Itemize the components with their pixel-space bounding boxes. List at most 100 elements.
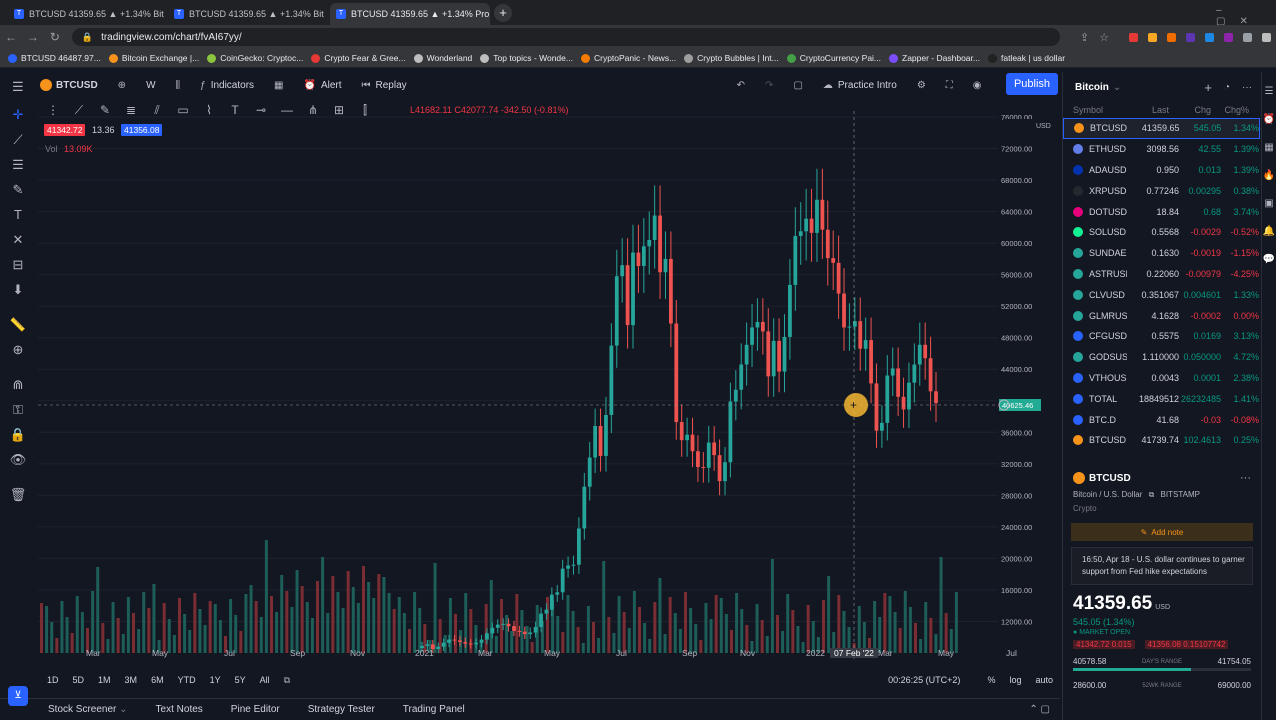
- timeframe-1m[interactable]: 1M: [98, 675, 111, 685]
- chevron-down-icon[interactable]: ⌄: [1112, 81, 1122, 93]
- external-link-icon[interactable]: ⧉: [1148, 490, 1155, 499]
- practice-layout-button[interactable]: ☁ Practice Intro: [822, 79, 897, 91]
- tab-text-notes[interactable]: Text Notes: [155, 704, 203, 715]
- symbol-search[interactable]: BTCUSD: [40, 79, 98, 91]
- watchlist-icon[interactable]: ☰: [1264, 86, 1274, 97]
- trash-icon[interactable]: 🗑: [9, 487, 27, 502]
- watchlist-title[interactable]: Bitcoin: [1075, 81, 1109, 93]
- fib-tool-icon[interactable]: ☰: [12, 157, 24, 172]
- close-tab-icon[interactable]: ✕: [489, 9, 490, 20]
- watchlist-row[interactable]: ASTRUSI 0.22060 -0.00979 -4.25%: [1063, 264, 1260, 285]
- more-options-icon[interactable]: ···: [1242, 81, 1252, 93]
- bookmark-star-icon[interactable]: ☆: [1099, 31, 1110, 44]
- bookmark[interactable]: Wonderland: [413, 53, 472, 63]
- price-axis[interactable]: 76000.00 72000.00 68000.00 64000.00 60000.00…: [999, 113, 1041, 626]
- undo-icon[interactable]: ↶: [736, 79, 746, 91]
- arrow-down-icon[interactable]: ⬇: [12, 282, 24, 297]
- auto-scale-toggle[interactable]: auto: [1035, 675, 1053, 685]
- watchlist-row[interactable]: TOTAL 18849512 26232485 1.41%: [1063, 388, 1260, 409]
- watchlist-row[interactable]: DOTUSD 18.84 0.68 3.74%: [1063, 201, 1260, 222]
- advanced-view-icon[interactable]: ◔: [1223, 81, 1230, 93]
- price-chart[interactable]: 76000.00 72000.00 68000.00 64000.00 60000.00…: [38, 100, 1058, 670]
- menu-icon[interactable]: ☰: [12, 79, 24, 94]
- layout-icon[interactable]: ▢: [793, 79, 803, 91]
- timeframe-1d[interactable]: 1D: [47, 675, 59, 685]
- horizontal-line-icon[interactable]: —: [281, 103, 293, 117]
- watchlist-row[interactable]: BTCUSD 41359.65 545.05 1.34%: [1063, 118, 1260, 139]
- window-controls[interactable]: –▢✕: [1216, 5, 1262, 27]
- lock-drawings-icon[interactable]: ⚿: [13, 402, 23, 417]
- watchlist-row[interactable]: ADAUSD 0.950 0.013 1.39%: [1063, 160, 1260, 181]
- browser-tab[interactable]: T BTCUSD 41359.65 ▲ +1.34% Bit ✕: [168, 3, 328, 25]
- parallel-channel-icon[interactable]: ⫽: [154, 102, 160, 117]
- watchlist-row[interactable]: GODSUS 1.110000 0.050000 4.72%: [1063, 347, 1260, 368]
- tab-stock-screener[interactable]: Stock Screener ⌄: [48, 704, 128, 715]
- close-tab-icon[interactable]: ✕: [324, 9, 329, 20]
- bookmark[interactable]: CryptoPanic - News...: [580, 53, 676, 63]
- bookmark[interactable]: Top topics - Wonde...: [480, 53, 573, 63]
- reload-icon[interactable]: ↻: [49, 30, 60, 44]
- clock-timezone[interactable]: 00:26:25 (UTC+2): [888, 675, 961, 685]
- watchlist-row[interactable]: BTCUSD 41739.74 102.4613 0.25%: [1063, 430, 1260, 451]
- magnet-icon[interactable]: ⋒: [12, 377, 24, 392]
- hotlists-icon[interactable]: 🔥: [1262, 170, 1276, 181]
- watchlist-row[interactable]: GLMRUS 4.1628 -0.0002 0.00%: [1063, 305, 1260, 326]
- drag-handle-icon[interactable]: ⋮: [47, 103, 59, 117]
- chart-type-icon[interactable]: ⫼: [175, 79, 181, 91]
- compare-add-icon[interactable]: ⊕: [117, 79, 127, 91]
- rectangle-icon[interactable]: ▭: [177, 103, 189, 117]
- bookmark[interactable]: Bitcoin Exchange |...: [108, 53, 199, 63]
- camera-icon[interactable]: ◉: [972, 79, 982, 91]
- browser-tab[interactable]: T BTCUSD 41359.65 ▲ +1.34% Bit ✕: [8, 3, 168, 25]
- extension-icon[interactable]: [1224, 32, 1234, 42]
- timeframe-all[interactable]: All: [259, 675, 270, 685]
- collapse-panel-icon[interactable]: ⌃ ▢: [1029, 704, 1050, 715]
- text-icon[interactable]: T: [231, 103, 239, 117]
- alert-button[interactable]: ⏰ Alert: [303, 79, 342, 91]
- close-tab-icon[interactable]: ✕: [164, 9, 169, 20]
- tradingview-logo-icon[interactable]: ⊻: [8, 686, 28, 706]
- zoom-in-icon[interactable]: ⊕: [12, 342, 24, 357]
- bookmark[interactable]: Crypto Bubbles | Int...: [684, 53, 779, 63]
- measure-icon[interactable]: ⫿: [363, 102, 367, 117]
- bookmark[interactable]: CoinGecko: Cryptoc...: [207, 53, 303, 63]
- interval-button[interactable]: W: [146, 79, 156, 91]
- timeframe-1y[interactable]: 1Y: [209, 675, 221, 685]
- share-icon[interactable]: ⇪: [1080, 31, 1090, 44]
- fullscreen-icon[interactable]: ⛶: [945, 79, 953, 91]
- ask-price-box[interactable]: 41356.08: [121, 124, 163, 136]
- col-chg[interactable]: Chg: [1194, 105, 1211, 115]
- timeframe-6m[interactable]: 6M: [151, 675, 164, 685]
- tab-strategy-tester[interactable]: Strategy Tester: [307, 704, 375, 715]
- publish-button[interactable]: Publish: [1006, 73, 1058, 95]
- watchlist-row[interactable]: CFGUSD 0.5575 0.0169 3.13%: [1063, 326, 1260, 347]
- watchlist-row[interactable]: BTC.D 41.68 -0.03 -0.08%: [1063, 409, 1260, 430]
- calendar-icon[interactable]: ▣: [1264, 198, 1274, 209]
- pitchfork-icon[interactable]: ⋔: [307, 103, 319, 117]
- timeframe-ytd[interactable]: YTD: [177, 675, 196, 685]
- brush-tool-icon[interactable]: ✎: [12, 182, 24, 197]
- notifications-icon[interactable]: 🔔: [1262, 226, 1276, 237]
- bookmark[interactable]: fatleak | us dollar: [987, 53, 1065, 63]
- new-tab-button[interactable]: +: [494, 4, 512, 22]
- watchlist-row[interactable]: XRPUSD 0.77246 0.00295 0.38%: [1063, 180, 1260, 201]
- tab-trading-panel[interactable]: Trading Panel: [402, 704, 465, 715]
- crosshair-icon[interactable]: ✛: [12, 107, 24, 122]
- tab-pine-editor[interactable]: Pine Editor: [230, 704, 280, 715]
- extension-icon[interactable]: [1129, 32, 1139, 42]
- watchlist-row[interactable]: SOLUSD 0.5568 -0.0029 -0.52%: [1063, 222, 1260, 243]
- add-plus-circle-icon[interactable]: [998, 399, 1010, 411]
- log-scale-toggle[interactable]: log: [1009, 675, 1022, 685]
- redo-icon[interactable]: ↷: [765, 79, 774, 91]
- extensions-puzzle-icon[interactable]: [1243, 32, 1253, 42]
- text-tool-icon[interactable]: T: [14, 207, 22, 222]
- news-headline[interactable]: 16:50, Apr 18 - U.S. dollar continues to…: [1071, 547, 1253, 585]
- data-window-icon[interactable]: ▦: [1264, 142, 1274, 153]
- more-options-icon[interactable]: ···: [1240, 472, 1251, 484]
- alerts-icon[interactable]: ⏰: [1262, 114, 1276, 125]
- forward-icon[interactable]: →: [26, 30, 39, 44]
- extension-icon[interactable]: [1205, 32, 1215, 42]
- col-last[interactable]: Last: [1151, 105, 1169, 115]
- percent-scale-toggle[interactable]: %: [987, 675, 996, 685]
- trend-line-icon[interactable]: ⟋: [74, 102, 84, 117]
